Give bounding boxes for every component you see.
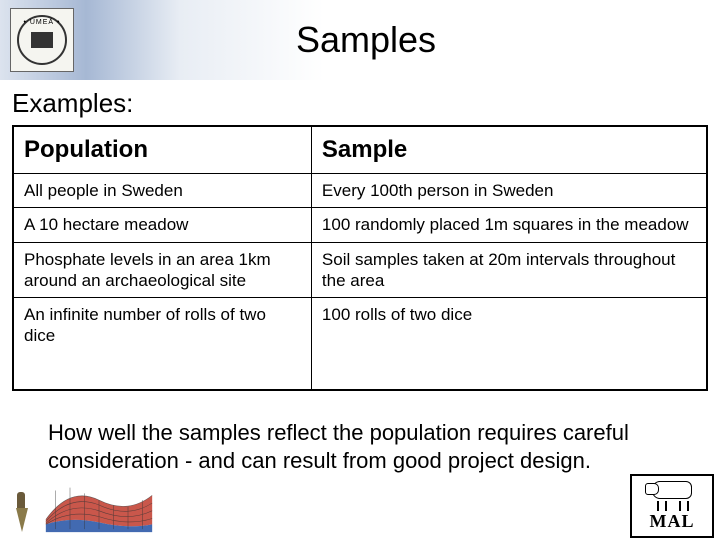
cell-population: A 10 hectare meadow	[13, 208, 311, 242]
slide: Samples Examples: Population Sample All …	[0, 0, 720, 540]
table-row: All people in Sweden Every 100th person …	[13, 174, 707, 208]
cell-sample: 100 randomly placed 1m squares in the me…	[311, 208, 707, 242]
cell-sample: Soil samples taken at 20m intervals thro…	[311, 242, 707, 298]
table-row: Phosphate levels in an area 1km around a…	[13, 242, 707, 298]
table-row: A 10 hectare meadow 100 randomly placed …	[13, 208, 707, 242]
seal-icon	[17, 15, 67, 65]
cell-population: All people in Sweden	[13, 174, 311, 208]
table-row: An infinite number of rolls of two dice …	[13, 298, 707, 390]
cell-sample: Every 100th person in Sweden	[311, 174, 707, 208]
slide-title: Samples	[82, 19, 720, 61]
header-sample: Sample	[311, 126, 707, 174]
samples-table: Population Sample All people in Sweden E…	[12, 125, 708, 391]
survey-graphic-icon	[2, 474, 162, 538]
mal-text: MAL	[650, 511, 695, 532]
cow-icon	[647, 481, 697, 509]
footer: MAL	[0, 470, 720, 540]
mal-logo: MAL	[630, 474, 714, 538]
cell-sample: 100 rolls of two dice	[311, 298, 707, 390]
title-bar: Samples	[0, 0, 720, 80]
cell-population: An infinite number of rolls of two dice	[13, 298, 311, 390]
examples-heading: Examples:	[12, 88, 708, 119]
header-population: Population	[13, 126, 311, 174]
university-logo	[10, 8, 74, 72]
note-text: How well the samples reflect the populat…	[12, 419, 708, 476]
cell-population: Phosphate levels in an area 1km around a…	[13, 242, 311, 298]
table-header-row: Population Sample	[13, 126, 707, 174]
mesh-icon	[40, 476, 158, 534]
surveyor-icon	[12, 492, 32, 532]
